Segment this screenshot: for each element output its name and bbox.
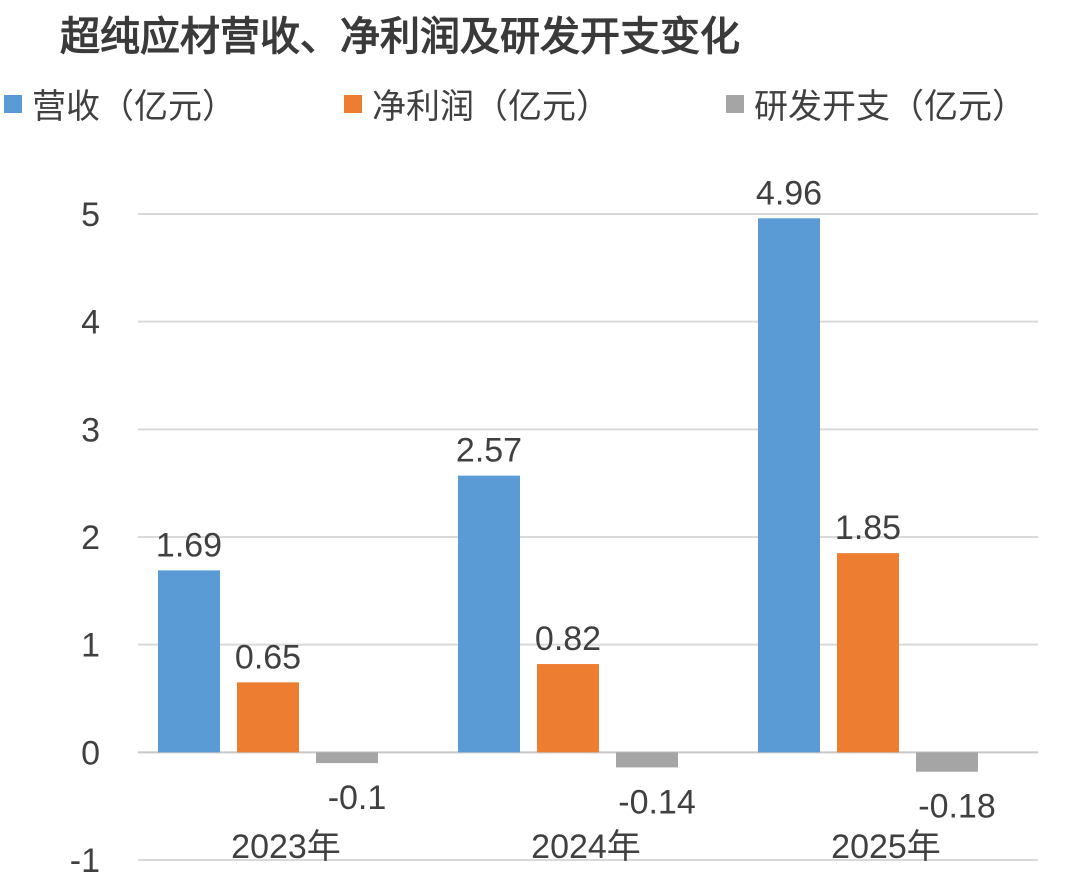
category-label: 2023年 (231, 828, 341, 866)
y-tick-label: 5 (81, 196, 100, 234)
bar (916, 752, 978, 772)
bar (837, 553, 899, 753)
y-tick-label: 3 (81, 411, 100, 449)
category-labels: 2023年 2024年 2025年 (231, 828, 941, 866)
category-label: 2025年 (831, 828, 941, 866)
legend-label: 净利润（亿元） (372, 87, 610, 127)
data-label: 1.85 (835, 509, 901, 547)
bar (237, 682, 299, 753)
bar (616, 752, 678, 768)
legend-label: 研发开支（亿元） (754, 87, 1026, 127)
data-label: -0.18 (918, 788, 996, 826)
y-tick-label: 4 (81, 304, 100, 342)
bar (316, 752, 378, 764)
data-label: 4.96 (756, 174, 822, 212)
data-label: 1.69 (156, 526, 222, 564)
data-label: -0.1 (328, 779, 387, 817)
legend-swatch (344, 95, 362, 113)
chart-title: 超纯应材营收、净利润及研发开支变化 (60, 14, 740, 60)
legend-label: 营收（亿元） (32, 87, 236, 127)
category-label: 2024年 (531, 828, 641, 866)
y-axis-ticks: 5 4 3 2 1 0 -1 (70, 196, 100, 880)
bar (158, 570, 220, 753)
y-tick-label: -1 (70, 842, 100, 880)
data-label: 0.82 (535, 620, 601, 658)
legend: 营收（亿元） 净利润（亿元） 研发开支（亿元） (4, 87, 1026, 127)
gridlines (138, 213, 1038, 861)
data-label: -0.14 (618, 783, 696, 821)
bar (758, 218, 820, 753)
bar (458, 475, 520, 753)
legend-swatch (4, 95, 22, 113)
bars (158, 218, 978, 772)
y-tick-label: 1 (81, 627, 100, 665)
data-labels: 1.69 0.65 -0.1 2.57 0.82 -0.14 4.96 1.85 -0.18 (156, 174, 996, 825)
bar (537, 664, 599, 753)
y-tick-label: 0 (81, 734, 100, 772)
legend-swatch (726, 95, 744, 113)
data-label: 2.57 (456, 432, 522, 470)
y-tick-label: 2 (81, 519, 100, 557)
data-label: 0.65 (235, 638, 301, 676)
